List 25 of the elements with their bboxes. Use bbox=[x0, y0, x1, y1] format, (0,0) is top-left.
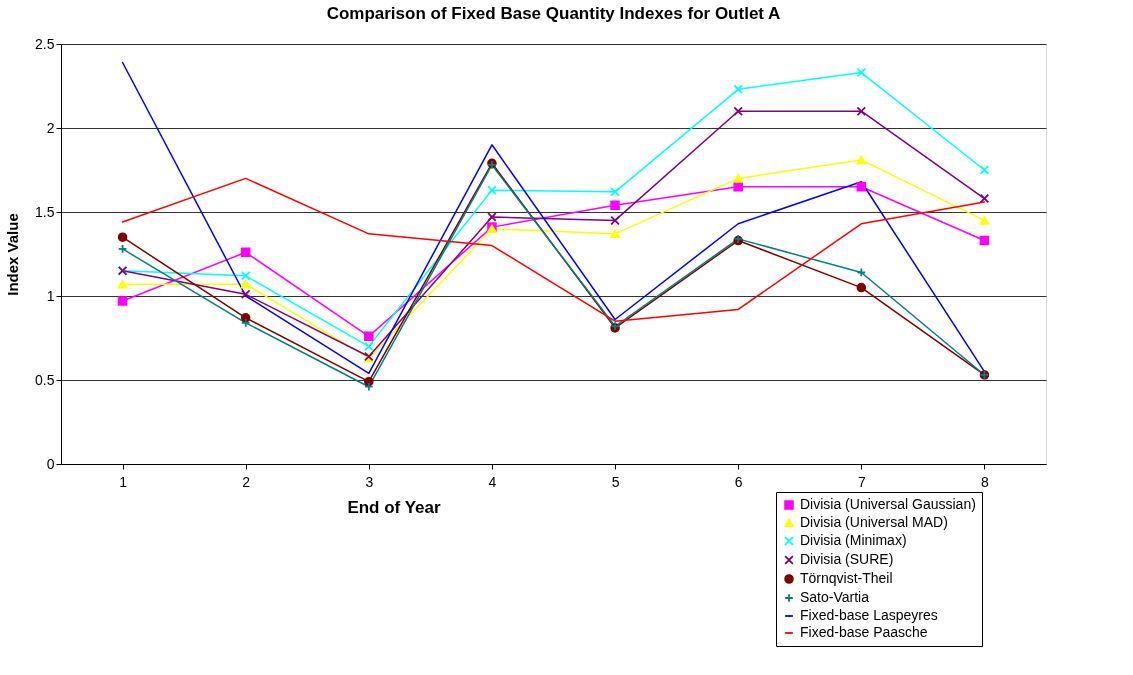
y-tick-label: 2.5 bbox=[35, 35, 55, 52]
legend-label: Fixed-base Paasche bbox=[800, 624, 928, 640]
y-tick-label: 1.5 bbox=[35, 203, 55, 220]
y-tick-label: 2 bbox=[46, 119, 55, 136]
legend-label: Törnqvist-Theil bbox=[800, 570, 893, 586]
legend-label: Fixed-base Laspeyres bbox=[800, 607, 938, 623]
legend-label: Divisia (Minimax) bbox=[800, 532, 907, 548]
x-tick-label: 2 bbox=[242, 473, 251, 490]
x-tick-label: 3 bbox=[365, 473, 374, 490]
y-axis-title: Index Value bbox=[4, 213, 22, 296]
y-tick-label: 1 bbox=[46, 287, 55, 304]
x-tick-label: 5 bbox=[611, 473, 620, 490]
y-tick-label: 0 bbox=[46, 455, 55, 472]
x-tick-label: 4 bbox=[488, 473, 497, 490]
y-tick-label: 0.5 bbox=[35, 371, 55, 388]
x-tick-label: 6 bbox=[734, 473, 743, 490]
x-axis-title: End of Year bbox=[347, 497, 441, 517]
legend-label: Divisia (SURE) bbox=[800, 551, 894, 567]
x-tick-label: 7 bbox=[857, 473, 866, 490]
x-tick-label: 8 bbox=[981, 473, 990, 490]
legend-label: Divisia (Universal Gaussian) bbox=[800, 496, 976, 512]
legend-label: Divisia (Universal MAD) bbox=[800, 514, 948, 530]
chart-title: Comparison of Fixed Base Quantity Indexes for Outlet A bbox=[326, 4, 781, 23]
x-tick-label: 1 bbox=[119, 473, 128, 490]
legend-label: Sato-Vartia bbox=[800, 589, 870, 605]
